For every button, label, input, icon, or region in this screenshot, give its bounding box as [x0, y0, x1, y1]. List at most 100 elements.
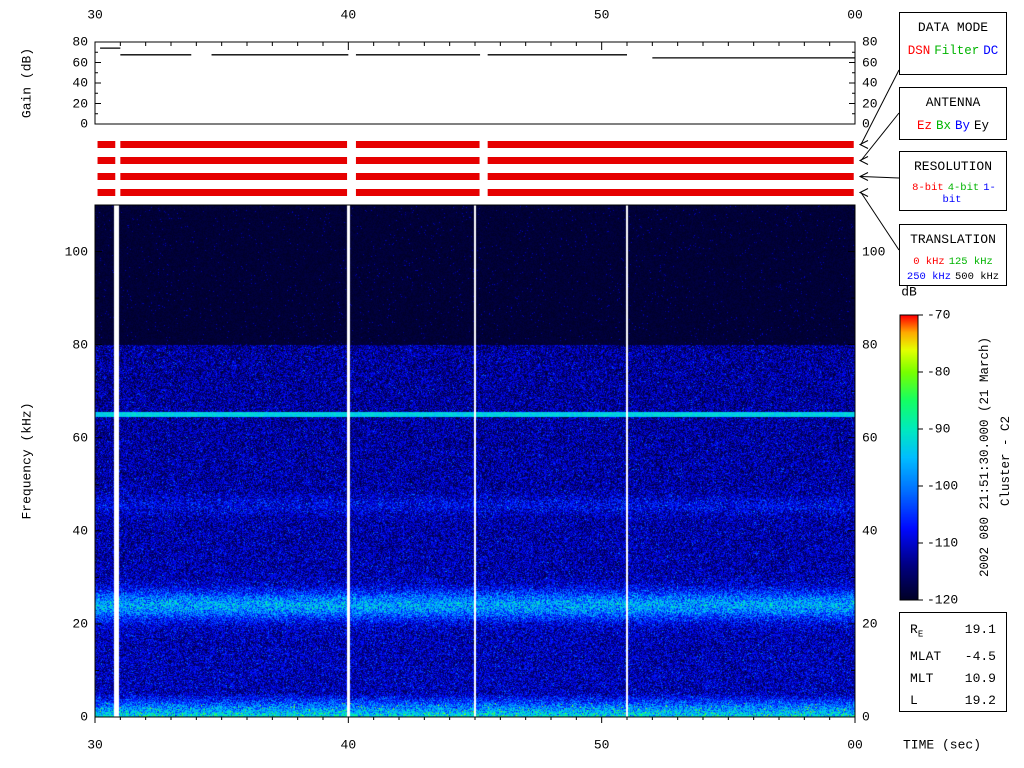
spectrogram-frame [94, 204, 856, 718]
freq-axis-label: Frequency (kHz) [19, 402, 35, 520]
gain-tick-label-left: 0 [80, 116, 88, 132]
gain-tick-label-right: 60 [862, 55, 878, 70]
translation-option-0-khz: 0 kHz [913, 256, 945, 268]
data-mode-title: DATA MODE [917, 20, 989, 35]
colorbar-tick-label: -100 [927, 478, 959, 494]
status-bar-resolution [355, 173, 480, 180]
ephemeris-value: 10.9 [964, 670, 996, 686]
time-tick-label-bottom: 40 [340, 737, 357, 753]
ephemeris-row-mlt: MLT 10.9 [900, 668, 1006, 690]
data-mode-option-filter: Filter [934, 44, 980, 58]
status-bar-antenna [120, 157, 348, 164]
colorbar-tick-label: -70 [927, 307, 951, 323]
freq-tick-label-left: 0 [80, 709, 88, 725]
gain-tick-label-left: 60 [72, 55, 88, 70]
status-bar-translation [355, 189, 480, 196]
gain-tick-label-left: 20 [72, 96, 88, 111]
freq-tick-label-left: 80 [72, 337, 88, 353]
time-tick-label-bottom: 50 [593, 737, 610, 753]
ephemeris-value: -4.5 [964, 648, 996, 664]
ephemeris-row-l: L 19.2 [900, 690, 1006, 712]
time-tick-label-bottom: 00 [847, 737, 863, 753]
translation-option-125-khz: 125 kHz [948, 256, 993, 268]
gain-axis-label: Gain (dB) [19, 47, 35, 119]
resolution-option-4-bit: 4-bit [947, 182, 980, 194]
gain-tick-label-right: 20 [862, 96, 878, 111]
antenna-option-by: By [955, 119, 971, 133]
ephemeris-value: 19.1 [964, 622, 996, 637]
colorbar-canvas [900, 315, 918, 600]
ephemeris-label: L [910, 692, 918, 708]
colorbar-unit-label: dB [901, 284, 917, 300]
antenna-option-bx: Bx [935, 119, 951, 133]
gain-tick-label-left: 80 [72, 34, 88, 50]
ephemeris-row-mlat: MLAT -4.5 [900, 646, 1006, 668]
freq-tick-label-left: 20 [72, 616, 88, 632]
freq-tick-label-right: 20 [862, 616, 878, 632]
gain-tick-label-right: 40 [862, 75, 878, 91]
status-bar-antenna [355, 157, 480, 164]
status-bar-antenna [97, 157, 116, 164]
translation-options-row-2: 250 kHz 500 kHz [900, 270, 1006, 285]
freq-tick-label-right: 80 [862, 337, 878, 353]
freq-tick-label-right: 40 [862, 523, 878, 539]
ephemeris-row-re: RE 19.1 [900, 619, 1006, 646]
ephemeris-label: RE [910, 622, 924, 640]
status-bar-translation [97, 189, 116, 196]
translation-panel: TRANSLATION 0 kHz 125 kHz 250 kHz 500 kHz [899, 224, 1007, 286]
status-bar-translation [487, 189, 854, 196]
time-tick-label-top: 30 [87, 7, 103, 23]
colorbar-frame [899, 314, 919, 601]
spacecraft-label: Cluster - C2 [998, 415, 1013, 507]
resolution-option-8-bit: 8-bit [912, 182, 944, 194]
antenna-options: Ez Bx By Ey [900, 119, 1006, 133]
data-mode-panel: DATA MODE DSN Filter DC [899, 12, 1007, 75]
connector-arrow-icon [858, 140, 869, 149]
translation-options-row-1: 0 kHz 125 kHz [900, 255, 1006, 270]
antenna-title: ANTENNA [925, 95, 981, 110]
ephemeris-value: 19.2 [964, 692, 996, 708]
connector-arrow-icon [858, 172, 869, 181]
antenna-option-ey: Ey [974, 119, 990, 133]
resolution-panel: RESOLUTION 8-bit 4-bit 1-bit [899, 151, 1007, 211]
status-bar-resolution [120, 173, 348, 180]
colorbar-tick-label: -90 [927, 421, 951, 437]
freq-tick-label-left: 40 [72, 523, 88, 539]
data-mode-options: DSN Filter DC [900, 44, 1006, 58]
status-bar-resolution [487, 173, 854, 180]
translation-title: TRANSLATION [910, 232, 996, 247]
antenna-option-ez: Ez [916, 119, 932, 133]
translation-option-500-khz: 500 kHz [955, 271, 1000, 283]
freq-tick-label-right: 60 [862, 430, 878, 446]
data-mode-option-dsn: DSN [907, 44, 931, 58]
resolution-options: 8-bit 4-bit 1-bit [900, 182, 1006, 206]
status-bar-data-mode [355, 141, 480, 148]
freq-tick-label-right: 100 [862, 244, 886, 260]
time-tick-label-top: 50 [593, 7, 610, 23]
colorbar-tick-label: -80 [927, 364, 951, 380]
freq-tick-label-left: 100 [64, 244, 88, 260]
gain-tick-label-left: 40 [72, 75, 88, 91]
resolution-option-1-bit: 1-bit [942, 182, 996, 206]
antenna-panel: ANTENNA Ez Bx By Ey [899, 87, 1007, 140]
timestamp-label: 2002 080 21:51:30.000 (21 March) [977, 336, 992, 578]
connector-arrow-icon [858, 188, 869, 197]
time-tick-label-top: 00 [847, 7, 863, 23]
gain-tick-label-right: 0 [862, 116, 870, 132]
status-bar-data-mode [120, 141, 348, 148]
gain-tick-label-right: 80 [862, 34, 878, 50]
data-mode-option-dc: DC [983, 44, 999, 58]
time-tick-label-bottom: 30 [87, 737, 103, 753]
ephemeris-label-subscript: E [917, 629, 924, 640]
time-tick-label-top: 40 [340, 7, 357, 23]
connector-arrow-icon [858, 156, 869, 165]
translation-options: 0 kHz 125 kHz 250 kHz 500 kHz [900, 255, 1006, 285]
spectrogram-canvas [95, 205, 855, 717]
freq-tick-label-right: 0 [862, 709, 870, 725]
status-bar-data-mode [97, 141, 116, 148]
status-bar-data-mode [487, 141, 854, 148]
time-axis-label: TIME (sec) [903, 737, 982, 753]
colorbar-tick-label: -120 [927, 592, 959, 608]
